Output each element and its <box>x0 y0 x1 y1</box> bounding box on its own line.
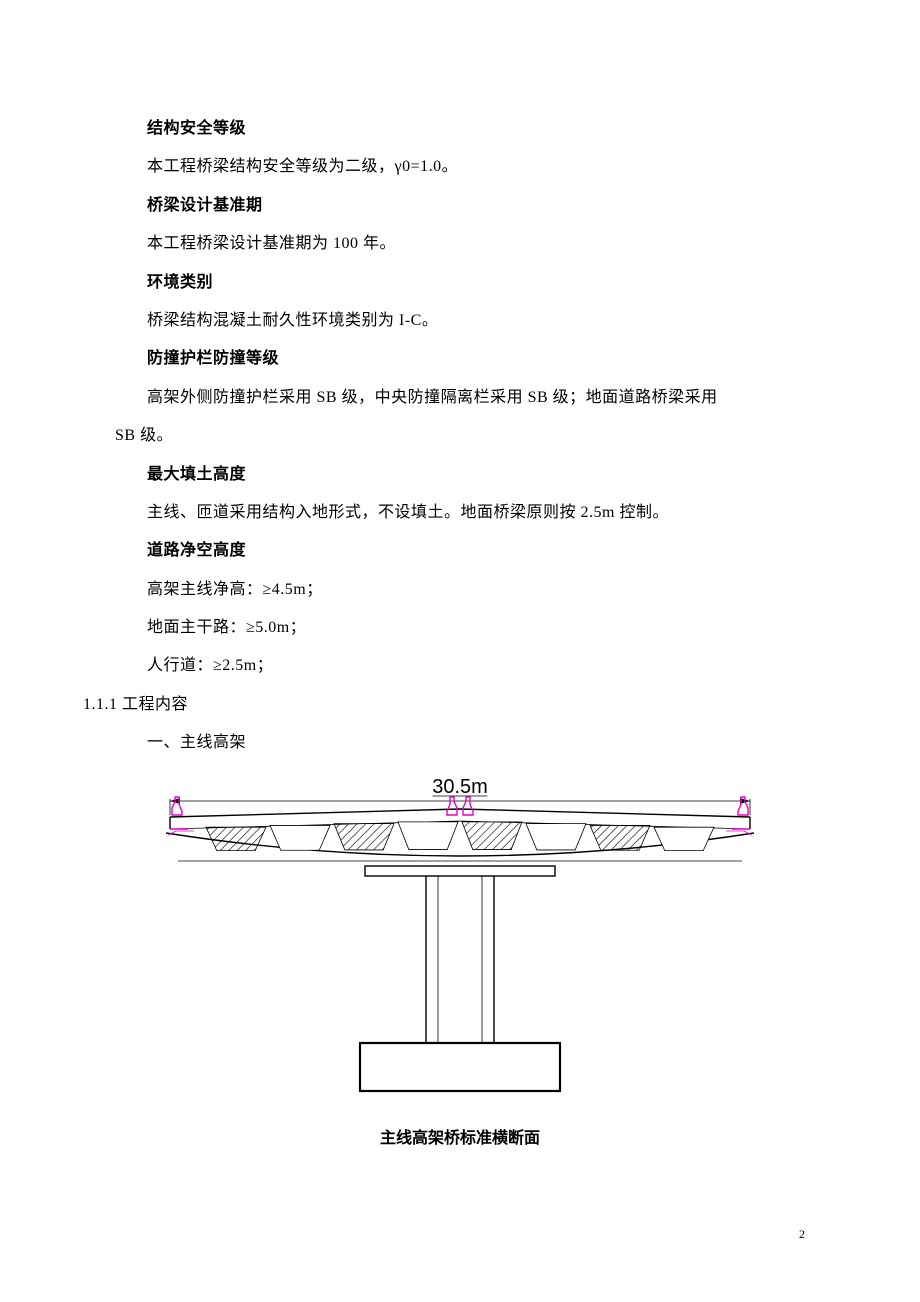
heading-env-class: 环境类别 <box>147 274 213 291</box>
heading-design-period: 桥梁设计基准期 <box>147 197 263 214</box>
figure-caption: 主线高架桥标准横断面 <box>155 1124 765 1148</box>
section-number: 1.1.1 工程内容 <box>83 686 805 724</box>
page-number: 2 <box>799 1227 805 1242</box>
para-structural-safety: 本工程桥梁结构安全等级为二级，γ0=1.0。 <box>115 148 805 186</box>
heading-barrier-grade: 防撞护栏防撞等级 <box>147 350 279 367</box>
heading-fill-height: 最大填土高度 <box>147 466 246 483</box>
heading-clearance: 道路净空高度 <box>147 542 246 559</box>
para-clearance-2: 地面主干路：≥5.0m； <box>115 609 805 647</box>
para-clearance-3: 人行道：≥2.5m； <box>115 647 805 685</box>
para-env-class: 桥梁结构混凝土耐久性环境类别为 I-C。 <box>115 302 805 340</box>
section-sub: 一、主线高架 <box>115 724 805 762</box>
para-fill-height: 主线、匝道采用结构入地形式，不设填土。地面桥梁原则按 2.5m 控制。 <box>115 494 805 532</box>
para-barrier-grade-2: SB 级。 <box>115 417 805 455</box>
cross-section-diagram: 30.5m <box>155 771 765 1111</box>
para-clearance-1: 高架主线净高：≥4.5m； <box>115 571 805 609</box>
figure-cross-section: 30.5m 主线高架桥标准横断面 <box>155 771 765 1148</box>
heading-structural-safety: 结构安全等级 <box>147 120 246 137</box>
svg-text:30.5m: 30.5m <box>432 776 488 798</box>
para-barrier-grade-1: 高架外侧防撞护栏采用 SB 级，中央防撞隔离栏采用 SB 级；地面道路桥梁采用 <box>115 379 805 417</box>
para-design-period: 本工程桥梁设计基准期为 100 年。 <box>115 225 805 263</box>
